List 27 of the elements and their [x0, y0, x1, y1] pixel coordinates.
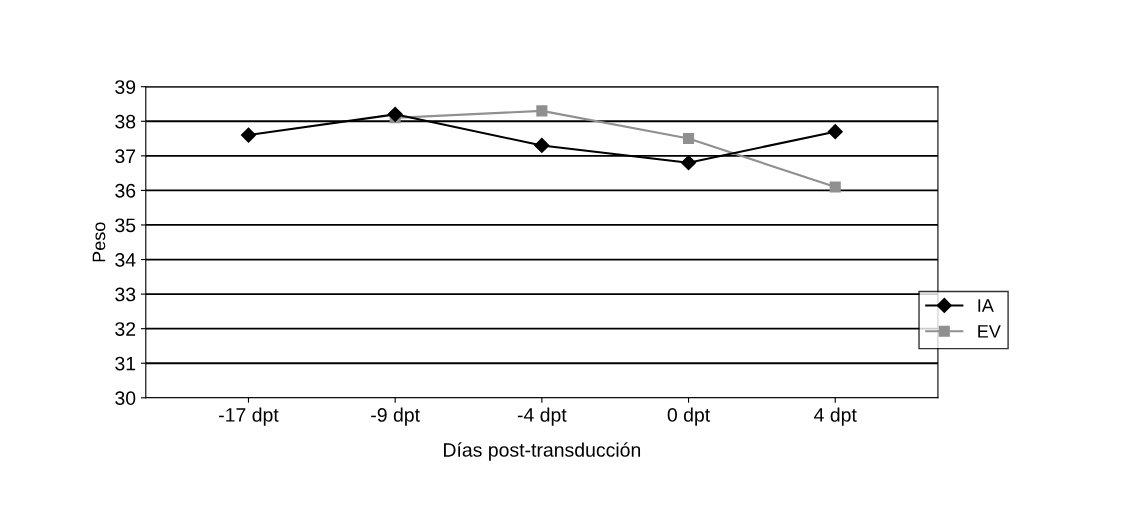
y-tick-label: 35 — [115, 218, 136, 233]
point — [534, 137, 550, 154]
x-tick-label: -9 dpt — [371, 407, 420, 426]
legend-label: EV — [978, 325, 1001, 338]
y-axis-title: Peso — [92, 222, 106, 262]
y-tick-label: 39 — [115, 80, 136, 94]
legend-label: IA — [978, 299, 994, 312]
y-tick-label: 34 — [115, 253, 136, 267]
point — [240, 127, 257, 143]
y-tick-label: 30 — [115, 391, 136, 406]
y-tick-label: 38 — [115, 114, 136, 129]
y-tick-label: 32 — [115, 322, 136, 336]
point — [829, 181, 841, 193]
y-tick-label: 33 — [115, 287, 136, 302]
point — [682, 132, 695, 145]
x-tick-label: 0 dpt — [667, 407, 711, 426]
x-tick-label: -4 dpt — [517, 407, 567, 426]
point — [387, 106, 403, 122]
point — [536, 105, 548, 117]
point — [680, 155, 697, 171]
x-tick-label: 4 dpt — [814, 407, 857, 426]
y-tick-label: 37 — [115, 149, 136, 164]
y-tick-label: 31 — [115, 356, 136, 371]
point — [827, 124, 843, 140]
y-tick-label: 36 — [115, 183, 136, 198]
x-tick-label: -17 dpt — [219, 407, 279, 426]
x-axis-title: Días post-transducción — [444, 442, 641, 461]
